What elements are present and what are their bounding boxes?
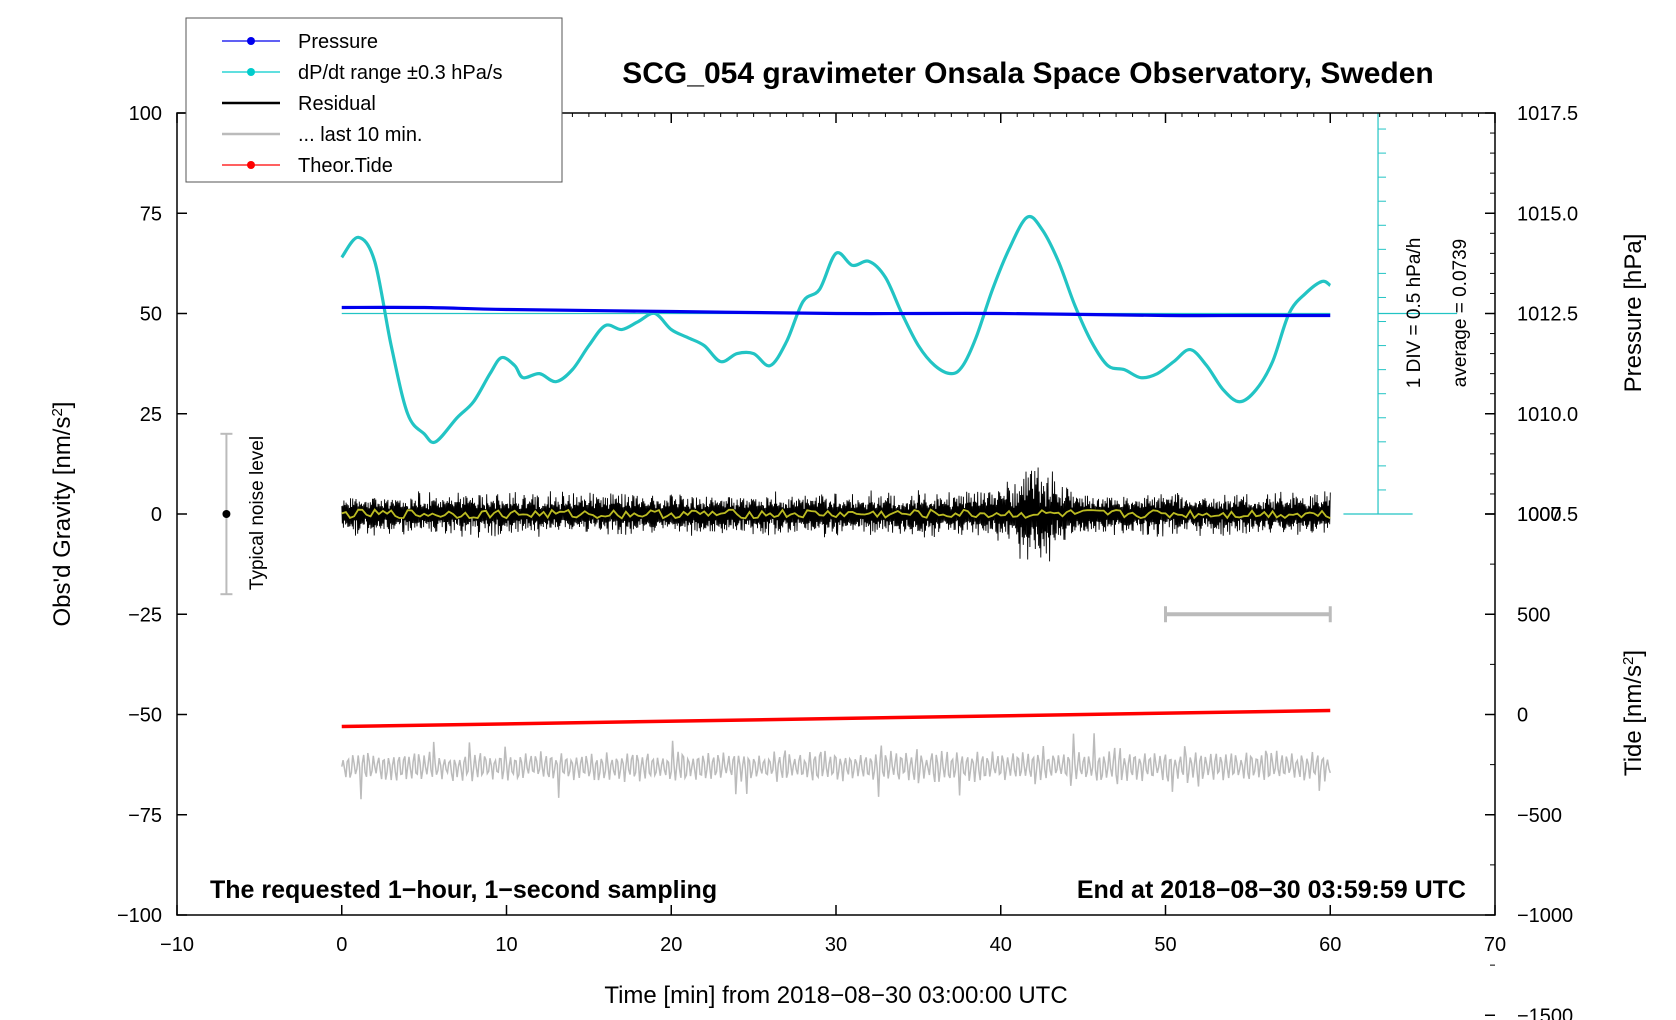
- pressure-tick-label: 1010.0: [1517, 404, 1578, 426]
- x-tick-label: −10: [160, 934, 194, 956]
- x-tick-label: 50: [1154, 934, 1176, 956]
- pressure-tick-label: 1012.5: [1517, 304, 1578, 326]
- y-axis-pressure-label: Pressure [hPa]: [1620, 234, 1647, 393]
- noise-level-dot: [222, 510, 231, 518]
- y-tick-label: −25: [128, 604, 162, 626]
- div-label: 1 DIV = 0.5 hPa/h: [1404, 238, 1425, 389]
- pressure-tick-label: 1015.0: [1517, 203, 1578, 225]
- x-tick-label: 60: [1319, 934, 1341, 956]
- noise-level-label: Typical noise level: [247, 436, 268, 590]
- legend-label: Theor.Tide: [298, 155, 393, 177]
- legend-box: [185, 17, 563, 183]
- tide-tick-label: 1000: [1517, 504, 1562, 526]
- x-tick-label: 40: [990, 934, 1012, 956]
- tide-tick-label: −1000: [1517, 905, 1573, 927]
- tide-tick-label: 500: [1517, 604, 1550, 626]
- legend-label: ... last 10 min.: [298, 124, 423, 146]
- x-tick-label: 0: [336, 934, 347, 956]
- x-tick-label: 30: [825, 934, 847, 956]
- legend: Pressure dP/dt range ±0.3 hPa/s Residual..…: [185, 17, 563, 183]
- y-axis-tide-label: Tide [nm/s2]: [1620, 650, 1648, 776]
- last-10-min-series-line: [341, 733, 1332, 800]
- residual-series-line: [341, 467, 1331, 562]
- chart-title: SCG_054 gravimeter Onsala Space Observat…: [622, 57, 1434, 90]
- average-label: average = 0.0739: [1450, 239, 1471, 387]
- y-tick-label: −100: [117, 905, 162, 927]
- pressure-tick-label: 1007.5: [1517, 504, 1578, 526]
- legend-label: Pressure: [298, 31, 378, 53]
- pressure-tick-label: 1017.5: [1517, 103, 1578, 125]
- dpdt-series-line: [340, 214, 1332, 445]
- y-tick-label: 50: [140, 304, 162, 326]
- moving-average-line: [341, 508, 1331, 520]
- tide-series-line: [341, 708, 1331, 729]
- legend-marker: [247, 161, 255, 169]
- y-tick-label: −75: [128, 805, 162, 827]
- y-tick-label: 75: [140, 203, 162, 225]
- x-tick-label: 20: [660, 934, 682, 956]
- tide-tick-label: −1500: [1517, 1005, 1573, 1020]
- legend-marker: [247, 68, 255, 76]
- y-axis-left-label: Obs'd Gravity [nm/s2]: [49, 402, 77, 627]
- sampling-annotation: The requested 1−hour, 1−second sampling: [210, 876, 717, 904]
- pressure-series-line: [341, 305, 1331, 318]
- axis-ticks: −10 0 10 20 30 40 50 60 70−100−75−50−25025507510…: [117, 103, 1578, 1020]
- x-tick-label: 10: [495, 934, 517, 956]
- y-tick-label: 25: [140, 404, 162, 426]
- y-tick-label: −50: [128, 705, 162, 727]
- y-tick-label: 0: [151, 504, 162, 526]
- tide-tick-label: −500: [1517, 805, 1562, 827]
- legend-label: dP/dt range ±0.3 hPa/s: [298, 62, 502, 84]
- x-tick-label: 70: [1484, 934, 1506, 956]
- x-axis-label: Time [min] from 2018−08−30 03:00:00 UTC: [604, 982, 1067, 1009]
- end-time-annotation: End at 2018−08−30 03:59:59 UTC: [1077, 876, 1466, 904]
- series-layer: [220, 113, 1458, 800]
- legend-label: Residual: [298, 93, 376, 115]
- legend-marker: [247, 37, 255, 45]
- y-tick-label: 100: [129, 103, 162, 125]
- tide-tick-label: 0: [1517, 705, 1528, 727]
